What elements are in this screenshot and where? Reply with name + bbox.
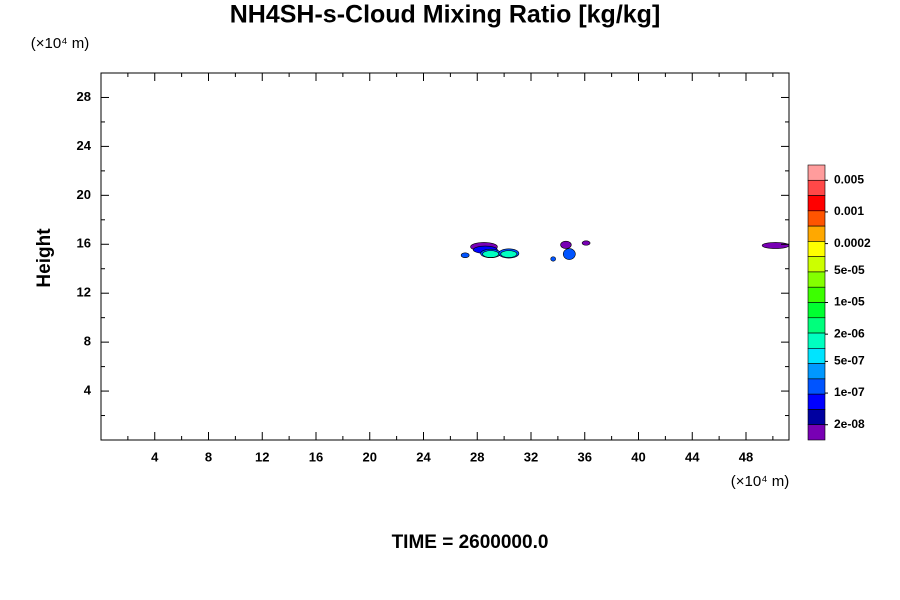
y-unit: (×10⁴ m) — [31, 35, 90, 52]
colorbar-box — [807, 409, 826, 426]
colorbar-box — [807, 393, 826, 410]
cloud-region — [550, 256, 556, 262]
cloud-region — [560, 240, 572, 249]
colorbar-box — [807, 271, 826, 288]
colorbar-label: 0.0002 — [834, 236, 871, 250]
colorbar-box — [807, 179, 826, 196]
chart-title: NH4SH-s-Cloud Mixing Ratio [kg/kg] — [230, 1, 661, 29]
colorbar-box — [807, 210, 826, 227]
x-tick-label: 48 — [739, 449, 753, 464]
x-tick-label: 40 — [631, 449, 645, 464]
y-axis-label: Height — [34, 228, 55, 288]
colorbar-label: 5e-05 — [834, 263, 865, 277]
colorbar-label: 2e-08 — [834, 417, 865, 431]
y-tick-label: 28 — [77, 89, 91, 104]
colorbar-box — [807, 424, 826, 441]
x-tick-label: 28 — [470, 449, 484, 464]
y-tick-label: 12 — [77, 285, 91, 300]
colorbar-box — [807, 164, 826, 181]
colorbar-box — [807, 348, 826, 364]
cloud-region — [562, 248, 576, 260]
colorbar-label: 0.005 — [834, 172, 864, 186]
colorbar-box — [807, 286, 826, 303]
x-tick-label: 4 — [151, 449, 159, 464]
cloud-region — [460, 252, 470, 259]
cloud-region — [482, 250, 500, 258]
colorbar-label: 2e-06 — [834, 326, 865, 340]
colorbar-label: 1e-05 — [834, 295, 865, 309]
x-tick-label: 44 — [685, 449, 700, 464]
colorbar-box — [807, 241, 826, 257]
colorbar-box — [807, 363, 826, 380]
cloud-region — [761, 242, 789, 249]
x-tick-label: 24 — [416, 449, 431, 464]
colorbar-box — [807, 225, 826, 242]
colorbar-box — [807, 378, 826, 395]
x-tick-label: 20 — [363, 449, 377, 464]
colorbar-label: 1e-07 — [834, 385, 865, 399]
colorbar-box — [807, 317, 826, 334]
y-tick-label: 8 — [84, 334, 91, 349]
cloud-region — [581, 240, 591, 246]
x-tick-label: 32 — [524, 449, 538, 464]
colorbar-box — [807, 256, 826, 273]
colorbar-label: 0.001 — [834, 204, 864, 218]
y-tick-label: 20 — [77, 187, 91, 202]
y-tick-label: 4 — [84, 383, 92, 398]
cloud-region — [500, 250, 518, 258]
colorbar-box — [807, 332, 826, 349]
x-unit: (×10⁴ m) — [731, 473, 790, 490]
footer: TIME = 2600000.0 — [392, 532, 549, 553]
y-tick-label: 24 — [77, 138, 92, 153]
x-tick-label: 8 — [205, 449, 212, 464]
plot-frame — [100, 72, 790, 441]
x-tick-label: 36 — [578, 449, 592, 464]
x-tick-label: 12 — [255, 449, 269, 464]
colorbar-box — [807, 302, 826, 319]
colorbar-box — [807, 195, 826, 212]
x-tick-label: 16 — [309, 449, 323, 464]
colorbar-label: 5e-07 — [834, 354, 865, 368]
y-tick-label: 16 — [77, 236, 91, 251]
